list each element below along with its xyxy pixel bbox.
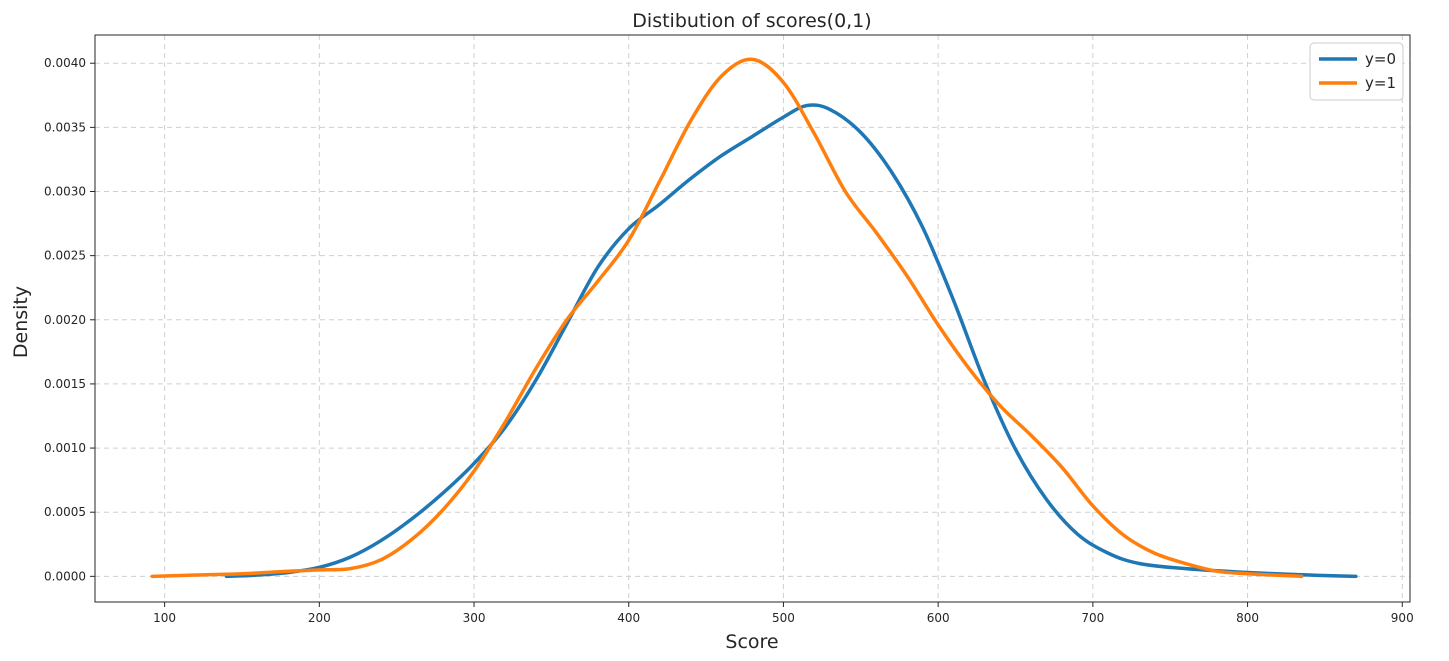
x-tick-label: 400 [617,611,640,625]
legend-label: y=1 [1365,74,1396,92]
x-axis: 100 200 300 400 500 600 700 800 900 [153,602,1414,625]
y-tick-label: 0.0040 [44,56,86,70]
x-tick-label: 600 [927,611,950,625]
x-tick-label: 300 [463,611,486,625]
y-tick-label: 0.0035 [44,120,86,134]
y-tick-label: 0.0005 [44,505,86,519]
x-tick-label: 200 [308,611,331,625]
plot-frame [94,34,1411,603]
x-tick-label: 900 [1391,611,1414,625]
chart-title: Distibution of scores(0,1) [632,10,871,32]
series-line-y0 [224,103,1358,579]
legend-label: y=0 [1365,50,1396,68]
y-tick-label: 0.0020 [44,313,86,327]
y-tick-label: 0.0000 [44,569,86,583]
legend: y=0y=1 [1309,42,1404,101]
y-tick-label: 0.0015 [44,377,86,391]
x-tick-label: 700 [1081,611,1104,625]
y-axis: 0.0000 0.0005 0.0010 0.0015 0.0020 0.0025 0.00… [44,56,95,583]
y-tick-label: 0.0030 [44,185,86,199]
series-layer [150,57,1358,579]
x-tick-label: 800 [1236,611,1259,625]
x-tick-label: 100 [153,611,176,625]
y-axis-label: Density [10,286,32,358]
y-tick-label: 0.0010 [44,441,86,455]
grid [95,35,1410,602]
series-line-y1 [150,57,1304,579]
x-axis-label: Score [725,631,778,653]
x-tick-label: 500 [772,611,795,625]
y-tick-label: 0.0025 [44,249,86,263]
